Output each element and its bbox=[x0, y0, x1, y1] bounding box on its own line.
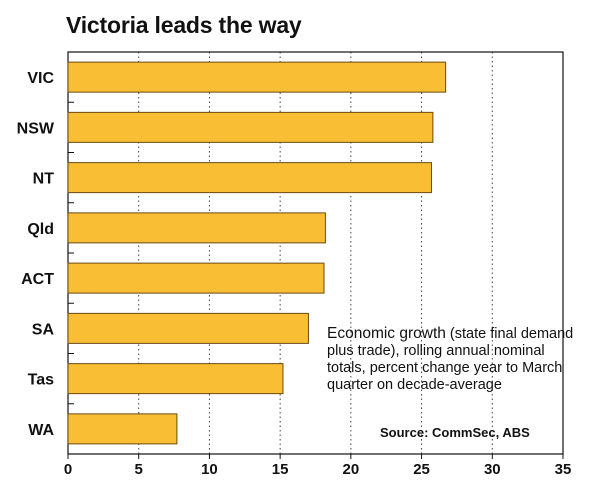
bar-wa bbox=[67, 413, 178, 445]
x-tick-label-10: 10 bbox=[201, 461, 218, 478]
category-label-vic: VIC bbox=[27, 70, 54, 87]
bar-act bbox=[67, 262, 325, 294]
category-label-nsw: NSW bbox=[17, 120, 55, 137]
category-label-qld: Qld bbox=[27, 221, 54, 238]
x-tick-label-15: 15 bbox=[272, 461, 289, 478]
bar-sa bbox=[67, 312, 309, 344]
category-label-nt: NT bbox=[33, 171, 55, 188]
x-tick-label-35: 35 bbox=[555, 461, 572, 478]
source-note: Source: CommSec, ABS bbox=[380, 425, 530, 440]
x-tick-label-20: 20 bbox=[343, 461, 360, 478]
category-label-wa: WA bbox=[28, 422, 54, 439]
bar-vic bbox=[67, 61, 447, 93]
chart-title: Victoria leads the way bbox=[66, 12, 302, 38]
annotation-detail: (state final demand plus trade), rolling… bbox=[327, 326, 574, 393]
category-label-tas: Tas bbox=[28, 372, 54, 389]
chart-annotation: Economic growth (state final demand plus… bbox=[327, 325, 577, 394]
x-tick-label-0: 0 bbox=[64, 461, 72, 478]
annotation-lead: Economic growth bbox=[327, 325, 446, 342]
bar-nsw bbox=[67, 111, 434, 143]
bar-tas bbox=[67, 363, 284, 395]
bar-nt bbox=[67, 162, 432, 194]
category-label-sa: SA bbox=[32, 321, 55, 338]
x-tick-label-25: 25 bbox=[413, 461, 430, 478]
x-tick-label-30: 30 bbox=[484, 461, 501, 478]
bar-qld bbox=[67, 212, 326, 244]
category-label-act: ACT bbox=[21, 271, 54, 288]
x-tick-label-5: 5 bbox=[135, 461, 143, 478]
